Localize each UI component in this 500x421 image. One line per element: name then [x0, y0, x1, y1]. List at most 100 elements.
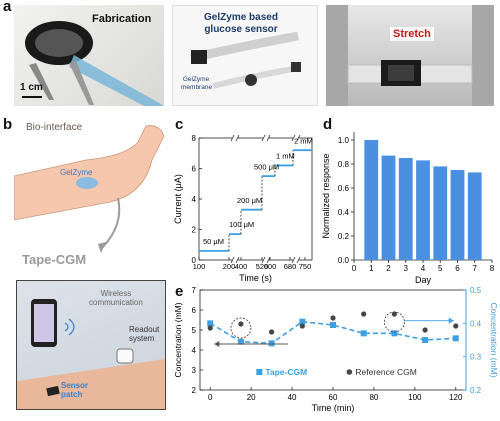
panel-letter-d: d: [323, 116, 333, 133]
chart-c-break-mask-top: [293, 135, 299, 141]
chart-d-xtick-label: 3: [404, 264, 409, 273]
chart-d-xtick-label: 1: [369, 264, 374, 273]
membrane-label-line1: GelZyme: [182, 76, 210, 83]
chart-e-reference-point: [269, 329, 275, 335]
chart-c-annotation: 500 μM: [254, 162, 279, 171]
panel-letter-a: a: [3, 0, 12, 15]
chart-e-ytick-left-label: 4: [192, 346, 197, 355]
chart-e-ytick-left-label: 3: [192, 366, 197, 375]
sensor-title-line1: GelZyme based: [204, 12, 278, 23]
chart-e-highlight-circle: [230, 317, 252, 339]
chart-d-xtick-label: 0: [352, 264, 357, 273]
chart-e-xtick-label: 100: [408, 393, 422, 402]
panel-letter-b: b: [3, 116, 13, 133]
chart-c-xtick-label: 100: [193, 262, 206, 271]
chart-e-xtick-label: 20: [247, 393, 256, 402]
chart-e-xtick-label: 120: [449, 393, 463, 402]
chart-e-tape-point: [268, 340, 275, 347]
chart-e-tape-point: [237, 338, 244, 345]
chart-c-xtick-label: 520: [256, 262, 269, 271]
chart-d-bar: [450, 170, 465, 260]
chart-c-ytick-label: 4: [192, 195, 197, 204]
chart-c-annotation: 100 μM: [229, 220, 254, 229]
fabrication-photo: Fabrication 1 cm: [14, 5, 164, 106]
chart-e-reference-point: [207, 325, 213, 331]
chart-c-xtick-label: 600: [264, 262, 277, 271]
readout-label-line2: system: [129, 334, 155, 343]
sensor-patch-label-line1: Sensor: [61, 381, 89, 390]
chart-e-xlabel: Time (min): [312, 403, 355, 413]
chart-c-break-mask-top: [232, 135, 238, 141]
chart-d-xlabel: Day: [415, 275, 432, 285]
chart-c-break-mask-bottom: [232, 257, 238, 263]
chart-e-ytick-right-label: 0.5: [470, 286, 482, 295]
chart-e-reference-point: [330, 315, 336, 321]
chart-d-xtick-label: 5: [438, 264, 443, 273]
chart-c-break-mark: [235, 256, 240, 264]
chart-d-xtick-label: 7: [473, 264, 478, 273]
fabrication-title: Fabrication: [92, 13, 152, 25]
chart-c-ylabel: Current (μA): [173, 174, 183, 224]
chart-e-tape-point: [391, 330, 398, 337]
chart-d-xtick-label: 2: [386, 264, 391, 273]
chart-e-xtick-label: 80: [369, 393, 378, 402]
fabrication-illustration: [22, 21, 164, 106]
gelzyme-label: GelZyme: [60, 168, 93, 177]
chart-c-break-mask-bottom: [263, 257, 269, 263]
chart-d-ytick-label: 0.2: [338, 232, 350, 241]
chart-e-tape-point: [452, 335, 459, 342]
bio-interface-label: Bio-interface: [26, 122, 83, 133]
chart-d-bar: [416, 160, 430, 260]
chart-e-tape-line: [209, 320, 456, 345]
sensor-illustration: [189, 31, 301, 89]
wireless-label-line2: communication: [89, 298, 143, 307]
chart-e-ylabel-left: Concentration (mM): [173, 302, 183, 377]
chart-d-bar: [398, 158, 413, 260]
chart-c-break-mark: [230, 256, 235, 264]
chart-c-break-mark: [291, 256, 296, 264]
chart-c-break-mark: [261, 134, 266, 142]
chart-c-break-mark: [291, 134, 296, 142]
chart-e-tape-point: [330, 322, 336, 328]
chart-e-ytick-right-label: 0.4: [470, 319, 482, 328]
chart-e-tape-point: [207, 320, 214, 327]
chart-e-xtick-label: 40: [288, 393, 297, 402]
chart-c-break-mark: [296, 134, 301, 142]
chart-d-xtick-label: 8: [490, 264, 495, 273]
sensor-patch-label-line2: patch: [61, 390, 83, 399]
chart-c-annotation: 2 mM: [294, 136, 313, 145]
chart-c-xtick-label: 200: [223, 262, 236, 271]
chart-e-xtick-label: 60: [329, 393, 338, 402]
panel-letter-e: e: [175, 283, 184, 300]
chart-d: 0.0 0.2 0.4 0.6 0.8 1.0 0 1 2 3 4 5 6 7 8 Day Normalized…: [321, 132, 495, 285]
chart-e-tape-point: [299, 318, 306, 325]
chart-d-bar: [381, 155, 396, 260]
chart-e-ytick-left-label: 5: [192, 326, 197, 335]
wireless-label-line1: Wireless: [100, 289, 132, 298]
chart-d-ytick-label: 0.6: [338, 184, 350, 193]
chart-d-ytick-label: 0.8: [338, 160, 350, 169]
chart-d-ytick-label: 0.0: [338, 256, 350, 265]
chart-e-reference-point: [391, 311, 397, 317]
chart-e-reference-point: [422, 327, 428, 333]
chart-e-legend-tape-marker: [256, 369, 263, 375]
chart-c-annotation: 1 mM: [276, 152, 295, 161]
chart-e-ytick-right-label: 0.2: [470, 386, 482, 395]
panel-letter-c: c: [175, 116, 184, 133]
chart-d-ytick-label: 0.4: [338, 208, 350, 217]
chart-c-break-mark: [296, 256, 301, 264]
chart-d-bar: [467, 172, 482, 260]
chart-e-ylabel-right: Concentration (mM): [489, 302, 498, 377]
chart-e-ytick-left-label: 7: [192, 286, 197, 295]
chart-c-xtick-label: 750: [299, 262, 312, 271]
chart-c-break-mask-top: [263, 135, 269, 141]
schematic-b: Bio-interface GelZyme Tape-CGM Wireless …: [14, 120, 170, 420]
membrane-label-line2: membrane: [181, 84, 213, 91]
chart-c-annotation: 50 μM: [203, 237, 224, 246]
chart-c-ytick-label: 0: [192, 256, 197, 265]
chart-c-ytick-label: 8: [192, 134, 197, 143]
sensor-photo: GelZyme based glucose sensor GelZyme mem…: [172, 5, 318, 106]
chart-e-reference-point: [361, 311, 367, 317]
arm-illustration: [14, 125, 165, 253]
